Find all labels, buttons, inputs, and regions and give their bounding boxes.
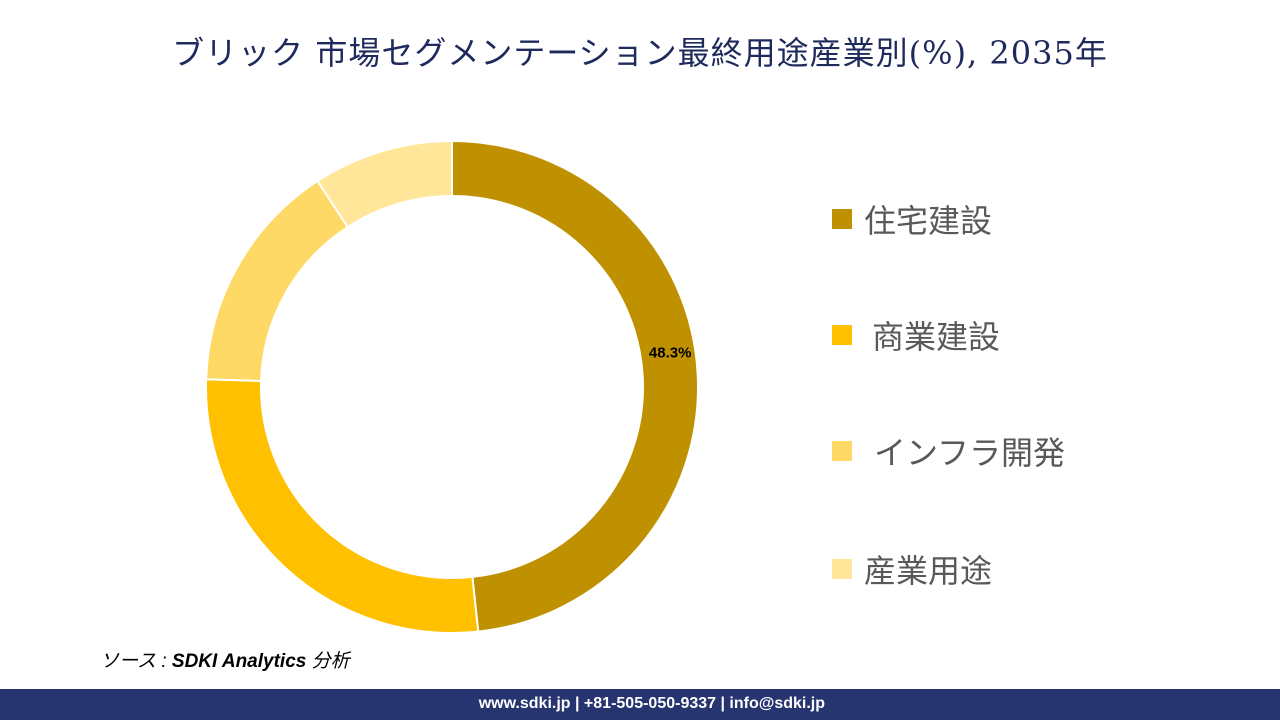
legend-swatch bbox=[832, 559, 852, 579]
legend-swatch bbox=[832, 209, 852, 229]
source-note: ソース : SDKI Analytics 分析 bbox=[100, 646, 350, 673]
donut-slice-2 bbox=[205, 378, 480, 634]
source-prefix: ソース : bbox=[100, 651, 172, 672]
data-label-1: 48.3% bbox=[649, 344, 692, 361]
legend-label: 住宅建設 bbox=[864, 202, 993, 240]
legend-swatch bbox=[832, 441, 852, 461]
footer-contact: www.sdki.jp | +81-505-050-9337 | info@sd… bbox=[478, 695, 825, 712]
legend-label: インフラ開発 bbox=[874, 434, 1066, 472]
legend-item-industrial: 産業用途 bbox=[832, 546, 992, 592]
legend-item-commercial: 商業建設 bbox=[832, 312, 1000, 358]
footer-bar: www.sdki.jp | +81-505-050-9337 | info@sd… bbox=[0, 689, 1280, 720]
source-name: SDKI Analytics bbox=[171, 651, 307, 672]
legend-label: 商業建設 bbox=[872, 318, 1001, 356]
donut-slice-3 bbox=[205, 179, 350, 383]
donut-chart: 48.3% bbox=[205, 139, 699, 634]
donut-slice-4 bbox=[316, 139, 453, 229]
source-suffix: 分析 bbox=[306, 651, 350, 672]
chart-title: ブリック 市場セグメンテーション最終用途産業別(%), 2035年 bbox=[172, 34, 1108, 72]
legend-item-infrastructure: インフラ開発 bbox=[832, 428, 1065, 474]
legend-swatch bbox=[832, 325, 852, 345]
legend-label: 産業用途 bbox=[864, 552, 993, 590]
legend-item-residential: 住宅建設 bbox=[832, 196, 992, 242]
donut-slice-1 bbox=[451, 139, 699, 633]
